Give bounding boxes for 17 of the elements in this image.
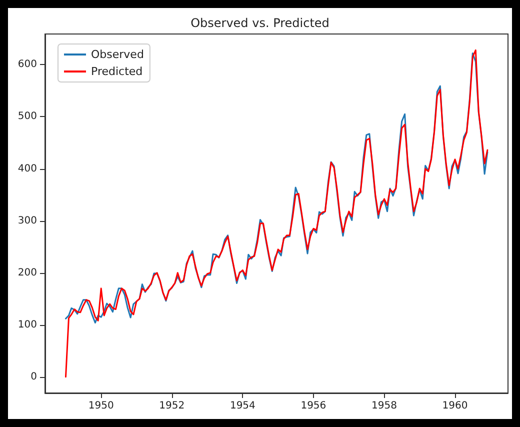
y-tick-label: 300 bbox=[18, 215, 37, 226]
line-series bbox=[64, 49, 488, 378]
chart-title: Observed vs. Predicted bbox=[190, 16, 330, 30]
x-tick-label: 1958 bbox=[372, 400, 397, 412]
y-tick-label: 200 bbox=[18, 267, 37, 278]
y-tick-label: 600 bbox=[18, 59, 37, 70]
x-tick-label: 1954 bbox=[230, 400, 256, 412]
x-tick-label: 1952 bbox=[159, 400, 185, 412]
y-tick-label: 100 bbox=[18, 319, 37, 330]
x-tick-label: 1956 bbox=[300, 400, 326, 412]
x-tick-label: 1950 bbox=[88, 400, 114, 412]
y-tick-label: 0 bbox=[30, 371, 37, 382]
y-tick-label: 500 bbox=[18, 111, 37, 122]
legend-label: Predicted bbox=[91, 65, 143, 78]
x-tick-label: 1960 bbox=[442, 400, 468, 412]
legend-label: Observed bbox=[91, 48, 144, 61]
y-tick-label: 400 bbox=[18, 163, 37, 174]
